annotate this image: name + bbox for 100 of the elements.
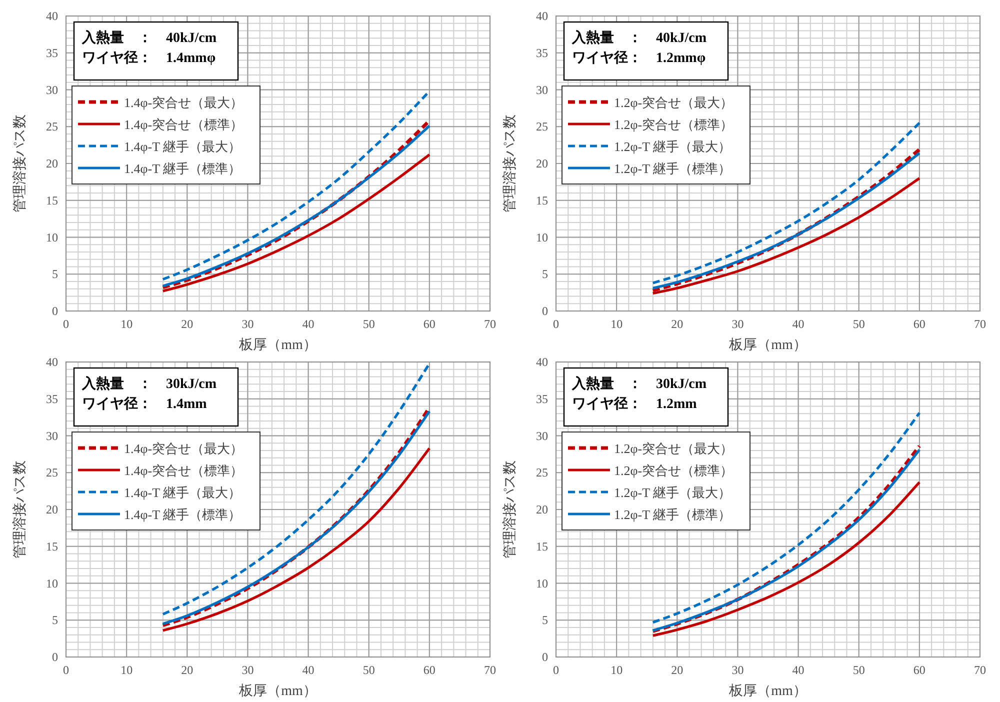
x-tick-label: 0: [63, 663, 69, 677]
x-tick-label: 70: [974, 317, 986, 331]
y-tick-label: 0: [52, 650, 58, 664]
y-tick-label: 25: [46, 466, 58, 480]
legend-label: 1.4φ-T 継手（最大）: [124, 485, 242, 500]
y-tick-label: 5: [52, 613, 58, 628]
y-tick-label: 25: [46, 120, 58, 134]
x-axis-title: 板厚（mm）: [238, 337, 317, 353]
x-tick-label: 30: [732, 663, 744, 677]
legend-label: 1.2φ-突合せ（最大）: [614, 441, 734, 456]
y-tick-label: 10: [536, 576, 548, 590]
legend-label: 1.2φ-突合せ（最大）: [614, 95, 734, 110]
legend-label: 1.2φ-T 継手（標準）: [614, 507, 732, 522]
y-tick-label: 35: [46, 46, 58, 60]
y-tick-label: 15: [46, 193, 58, 208]
y-axis-title: 管理溶接パス数: [502, 114, 518, 212]
y-tick-label: 0: [542, 304, 548, 318]
y-tick-label: 5: [52, 267, 58, 282]
y-tick-label: 20: [46, 156, 58, 170]
x-tick-label: 10: [120, 317, 133, 331]
x-tick-label: 20: [181, 317, 194, 331]
y-tick-label: 15: [536, 539, 548, 554]
x-tick-label: 10: [120, 663, 133, 677]
x-tick-label: 20: [671, 663, 684, 677]
legend-label: 1.2φ-突合せ（標準）: [614, 117, 734, 132]
x-tick-label: 60: [913, 317, 926, 331]
x-tick-label: 50: [852, 317, 865, 331]
x-tick-label: 50: [362, 663, 375, 677]
y-tick-label: 25: [536, 120, 548, 134]
x-axis-title: 板厚（mm）: [728, 683, 807, 699]
y-tick-label: 40: [536, 9, 548, 23]
legend-label: 1.2φ-T 継手（標準）: [614, 161, 732, 176]
y-tick-label: 30: [46, 428, 58, 443]
y-tick-label: 20: [536, 156, 548, 170]
y-tick-label: 0: [52, 304, 58, 318]
x-tick-label: 10: [610, 317, 623, 331]
legend-label: 1.4φ-T 継手（標準）: [124, 507, 242, 522]
x-tick-label: 70: [484, 317, 496, 331]
x-tick-label: 10: [610, 663, 623, 677]
y-axis-title: 管理溶接パス数: [12, 460, 28, 558]
x-tick-label: 30: [242, 663, 254, 677]
x-axis-title: 板厚（mm）: [238, 683, 317, 699]
legend-label: 1.4φ-突合せ（標準）: [124, 463, 244, 478]
y-tick-label: 30: [46, 82, 58, 97]
annotation: 入熱量 ： 40kJ/cm: [571, 30, 707, 46]
x-tick-label: 50: [362, 317, 375, 331]
legend-label: 1.4φ-T 継手（標準）: [124, 161, 242, 176]
y-tick-label: 25: [536, 466, 548, 480]
annotation: 入熱量 ： 40kJ/cm: [81, 30, 217, 46]
legend-label: 1.2φ-突合せ（標準）: [614, 463, 734, 478]
y-tick-label: 35: [536, 392, 548, 406]
y-axis-title: 管理溶接パス数: [502, 460, 518, 558]
legend-label: 1.2φ-T 継手（最大）: [614, 485, 732, 500]
x-tick-label: 30: [242, 317, 254, 331]
y-tick-label: 20: [46, 502, 58, 516]
y-tick-label: 30: [536, 428, 548, 443]
legend-label: 1.4φ-突合せ（標準）: [124, 117, 244, 132]
x-tick-label: 70: [974, 663, 986, 677]
x-tick-label: 40: [302, 663, 314, 677]
x-tick-label: 30: [732, 317, 744, 331]
annotation: 入熱量 ： 30kJ/cm: [81, 376, 217, 392]
x-tick-label: 50: [852, 663, 865, 677]
annotation: 入熱量 ： 30kJ/cm: [571, 376, 707, 392]
y-tick-label: 30: [536, 82, 548, 97]
x-tick-label: 0: [553, 317, 559, 331]
x-tick-label: 40: [302, 317, 314, 331]
y-tick-label: 15: [46, 539, 58, 554]
x-tick-label: 40: [792, 317, 804, 331]
legend-label: 1.2φ-T 継手（最大）: [614, 139, 732, 154]
y-tick-label: 35: [46, 392, 58, 406]
x-axis-title: 板厚（mm）: [728, 337, 807, 353]
y-tick-label: 10: [46, 576, 58, 590]
y-tick-label: 0: [542, 650, 548, 664]
y-tick-label: 5: [542, 613, 548, 628]
annotation: ワイヤ径： 1.2mm: [572, 396, 698, 412]
y-tick-label: 40: [46, 355, 58, 369]
legend-label: 1.4φ-突合せ（最大）: [124, 441, 244, 456]
y-tick-label: 20: [536, 502, 548, 516]
x-tick-label: 20: [181, 663, 194, 677]
y-tick-label: 5: [542, 267, 548, 282]
legend-label: 1.4φ-突合せ（最大）: [124, 95, 244, 110]
x-tick-label: 70: [484, 663, 496, 677]
x-tick-label: 60: [423, 663, 436, 677]
x-tick-label: 0: [553, 663, 559, 677]
x-tick-label: 20: [671, 317, 684, 331]
y-tick-label: 10: [46, 230, 58, 244]
x-tick-label: 60: [913, 663, 926, 677]
annotation: ワイヤ径： 1.4mm: [82, 396, 208, 412]
x-tick-label: 40: [792, 663, 804, 677]
x-tick-label: 0: [63, 317, 69, 331]
y-tick-label: 40: [536, 355, 548, 369]
y-tick-label: 10: [536, 230, 548, 244]
y-tick-label: 35: [536, 46, 548, 60]
y-axis-title: 管理溶接パス数: [12, 114, 28, 212]
annotation: ワイヤ径： 1.2mmφ: [572, 50, 706, 66]
y-tick-label: 40: [46, 9, 58, 23]
annotation: ワイヤ径： 1.4mmφ: [82, 50, 216, 66]
legend-label: 1.4φ-T 継手（最大）: [124, 139, 242, 154]
y-tick-label: 15: [536, 193, 548, 208]
x-tick-label: 60: [423, 317, 436, 331]
